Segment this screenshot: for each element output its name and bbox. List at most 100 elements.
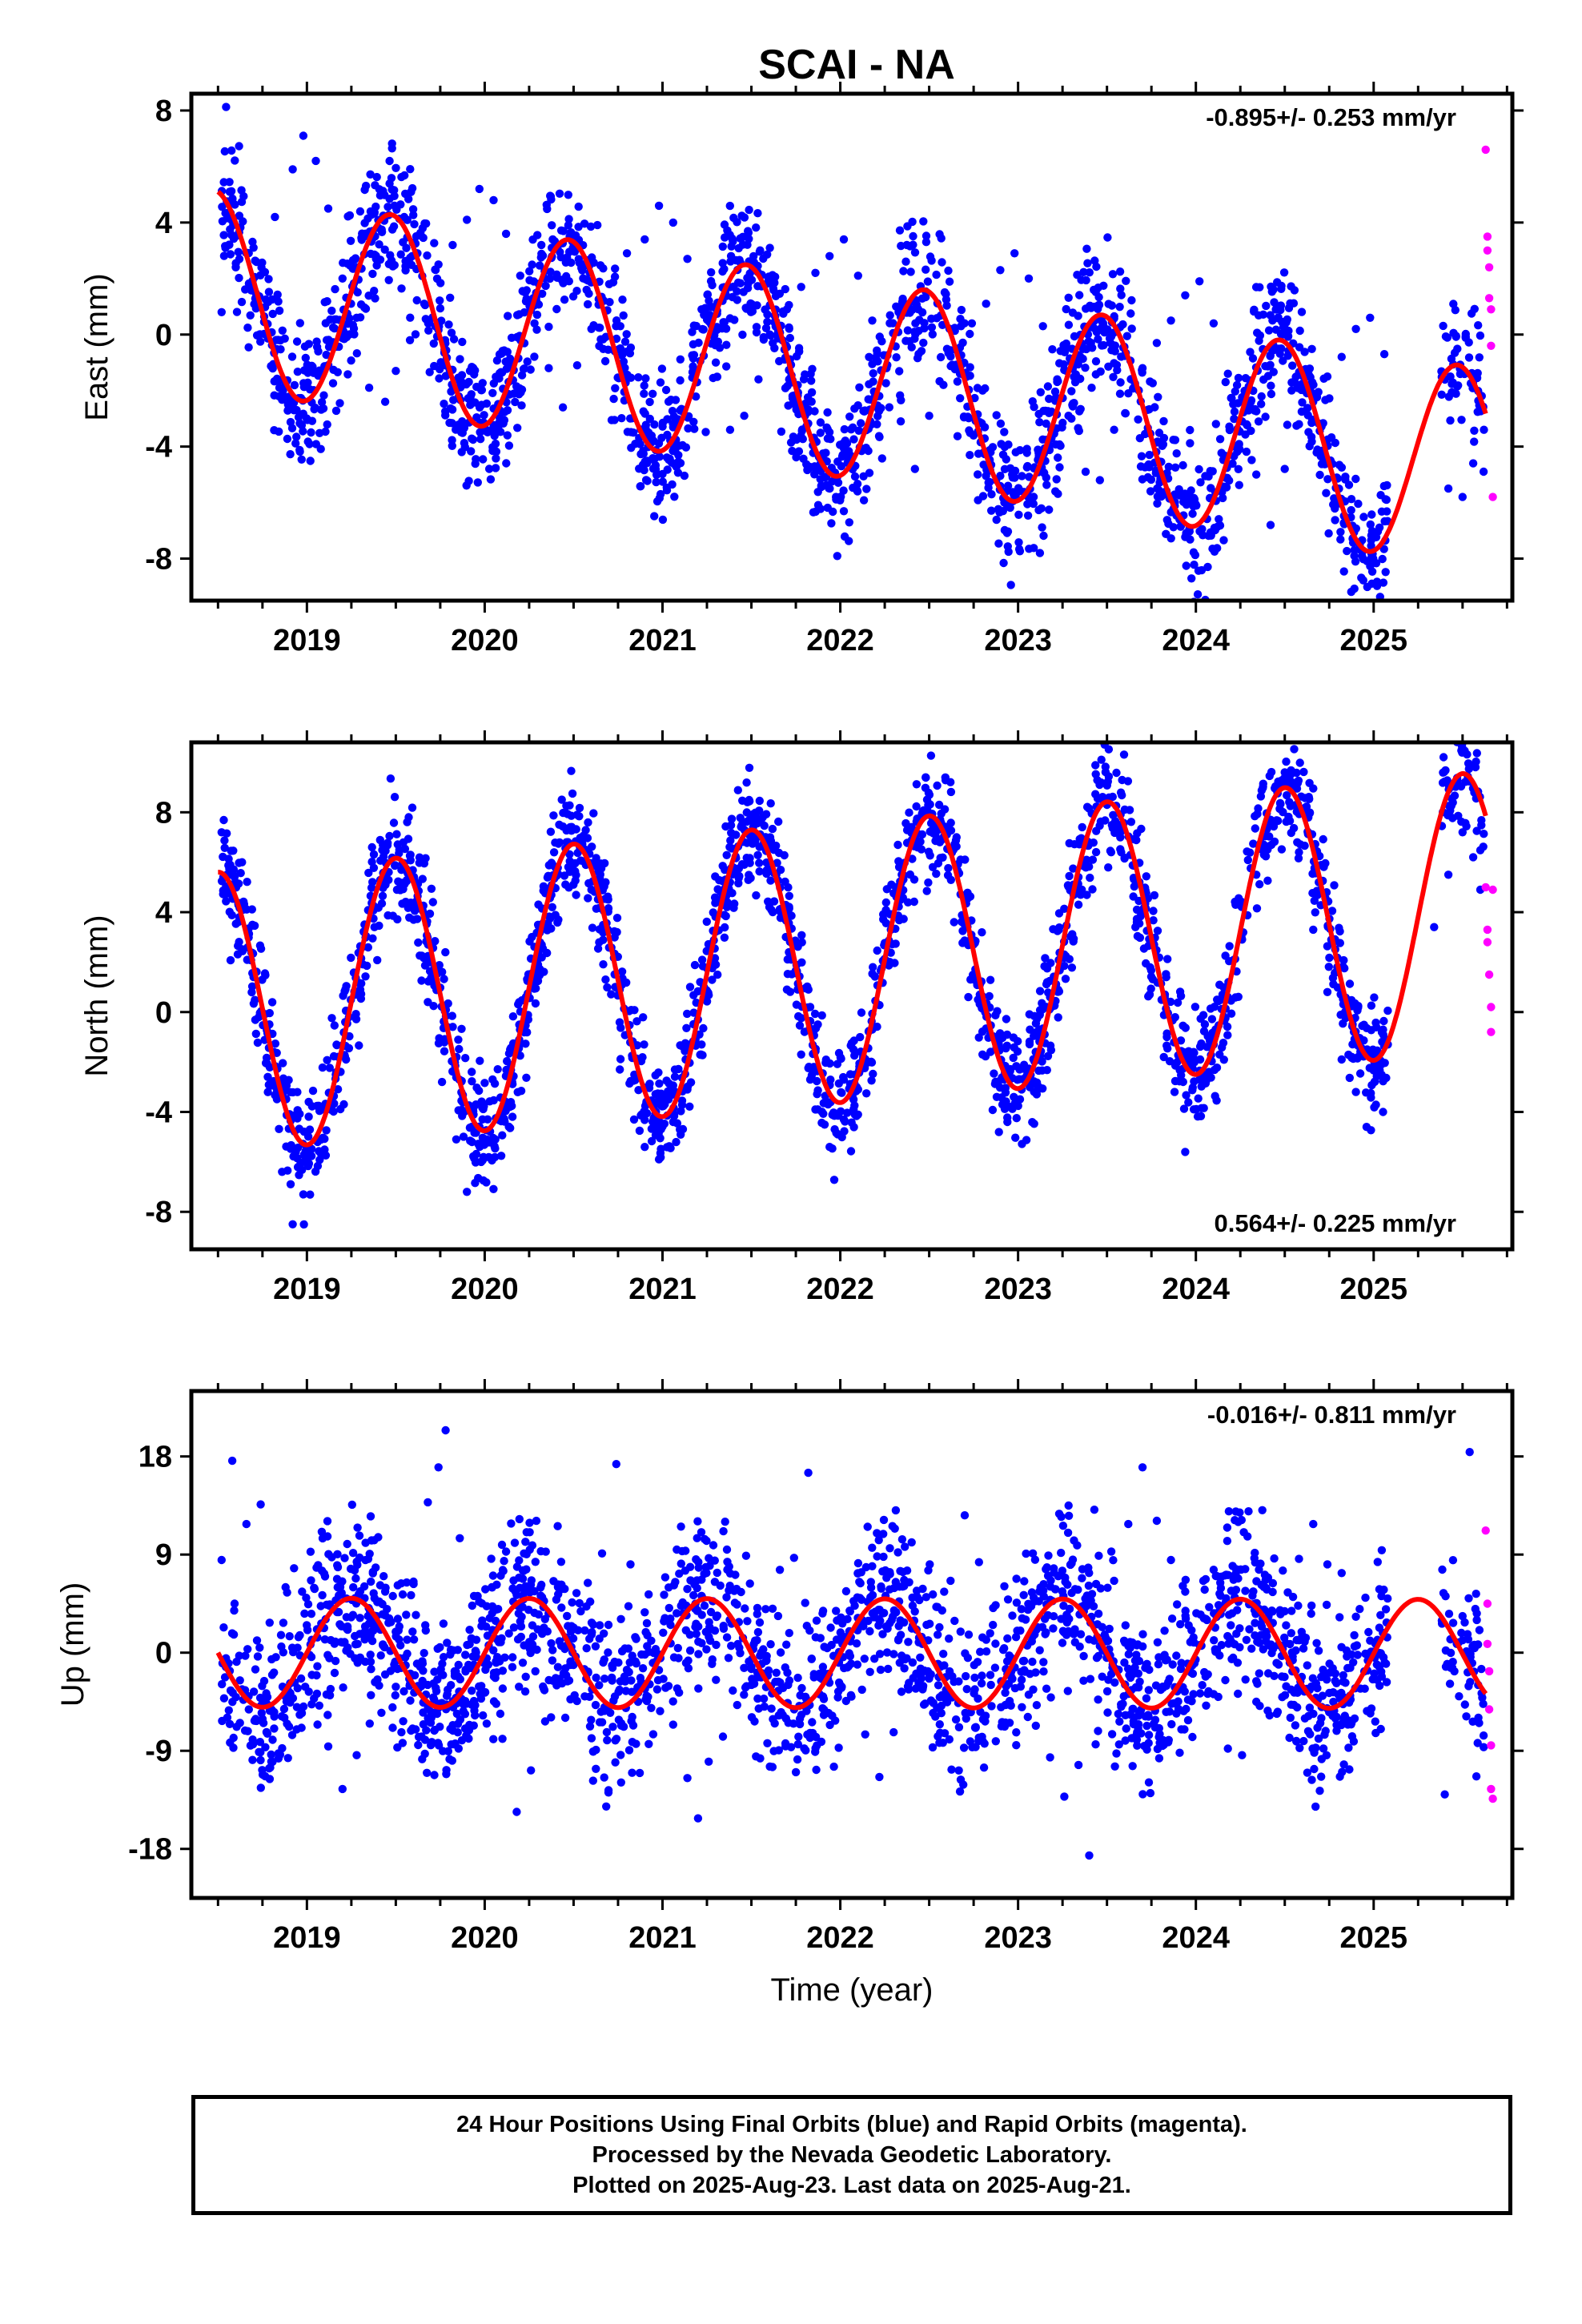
- final-orbit-point: [771, 272, 780, 281]
- final-orbit-point: [401, 256, 410, 266]
- final-orbit-point: [311, 1167, 320, 1176]
- final-orbit-point: [1002, 529, 1012, 537]
- final-orbit-point: [1382, 495, 1391, 505]
- final-orbit-point: [503, 406, 512, 415]
- final-orbit-point: [1023, 461, 1032, 471]
- final-orbit-point: [366, 249, 375, 259]
- final-orbit-point: [645, 397, 654, 407]
- final-orbit-point: [273, 290, 282, 300]
- final-orbit-point: [294, 412, 303, 422]
- final-orbit-point: [276, 345, 285, 354]
- final-orbit-point: [480, 411, 488, 420]
- final-orbit-point: [740, 412, 749, 420]
- final-orbit-point: [1179, 1104, 1189, 1113]
- final-orbit-points: [217, 742, 1488, 1229]
- final-orbit-point: [709, 908, 717, 917]
- final-orbit-point: [956, 855, 966, 864]
- final-orbit-point: [246, 311, 255, 320]
- final-orbit-point: [628, 1768, 636, 1777]
- final-orbit-point: [1134, 415, 1142, 424]
- final-orbit-point: [1213, 522, 1223, 531]
- final-orbit-point: [763, 250, 772, 259]
- final-orbit-point: [532, 310, 542, 320]
- final-orbit-point: [249, 999, 259, 1008]
- final-orbit-point: [328, 379, 338, 388]
- final-orbit-point: [1038, 1057, 1046, 1066]
- final-orbit-point: [464, 476, 473, 485]
- final-orbit-point: [1070, 332, 1079, 341]
- final-orbit-point: [1209, 319, 1219, 328]
- final-orbit-point: [244, 279, 254, 288]
- final-orbit-point: [807, 397, 816, 406]
- final-orbit-point: [1113, 366, 1122, 375]
- final-orbit-point: [417, 976, 426, 985]
- final-orbit-point: [1122, 332, 1132, 340]
- final-orbit-point: [488, 388, 497, 397]
- final-orbit-point: [939, 380, 948, 389]
- final-orbit-point: [1311, 1802, 1320, 1811]
- final-orbit-point: [1279, 774, 1289, 783]
- final-orbit-point: [389, 818, 399, 827]
- final-orbit-point: [489, 1184, 498, 1194]
- final-orbit-point: [651, 1071, 660, 1080]
- rapid-orbit-point: [1487, 305, 1496, 314]
- x-tick-label: 2024: [1162, 624, 1230, 657]
- final-orbit-point: [295, 319, 304, 328]
- final-orbit-point: [599, 335, 608, 344]
- final-orbit-point: [299, 1128, 309, 1136]
- final-orbit-point: [459, 1132, 468, 1141]
- final-orbit-point: [726, 257, 735, 266]
- final-orbit-point: [641, 420, 650, 429]
- final-orbit-point: [862, 485, 871, 493]
- final-orbit-point: [305, 440, 314, 448]
- final-orbit-point: [339, 335, 349, 344]
- final-orbit-point: [741, 1604, 749, 1613]
- final-orbit-point: [864, 395, 873, 404]
- final-orbit-point: [745, 269, 754, 278]
- final-orbit-point: [820, 472, 829, 482]
- final-orbit-point: [689, 362, 697, 371]
- final-orbit-point: [810, 1009, 820, 1019]
- final-orbit-point: [309, 368, 318, 377]
- final-orbit-point: [825, 1059, 834, 1068]
- final-orbit-point: [1054, 987, 1064, 996]
- final-orbit-point: [1287, 386, 1296, 395]
- final-orbit-point: [1086, 873, 1094, 883]
- final-orbit-point: [412, 231, 421, 241]
- final-orbit-point: [1351, 1088, 1360, 1096]
- final-orbit-point: [1276, 301, 1286, 310]
- final-orbit-point: [1467, 309, 1476, 318]
- final-orbit-point: [272, 374, 282, 384]
- final-orbit-point: [478, 379, 487, 388]
- final-orbit-point: [448, 441, 456, 450]
- final-orbit-point: [902, 240, 911, 250]
- final-orbit-point: [1142, 872, 1151, 881]
- rapid-orbit-point: [1481, 145, 1490, 155]
- final-orbit-point: [292, 337, 302, 346]
- final-orbit-point: [448, 405, 457, 414]
- final-orbit-point: [776, 866, 785, 875]
- final-orbit-point: [683, 1009, 692, 1019]
- final-orbit-point: [1286, 802, 1295, 810]
- final-orbit-point: [390, 186, 399, 195]
- final-orbit-point: [839, 507, 849, 516]
- final-orbit-point: [1091, 357, 1101, 366]
- final-orbit-point: [885, 403, 894, 412]
- final-orbit-point: [650, 420, 659, 429]
- final-orbit-point: [995, 508, 1004, 517]
- final-orbit-point: [1030, 1120, 1038, 1128]
- final-orbit-point: [1287, 1629, 1296, 1638]
- final-orbit-point: [604, 1620, 613, 1630]
- final-orbit-point: [323, 204, 333, 213]
- final-orbit-point: [592, 904, 600, 913]
- final-orbit-point: [1287, 282, 1295, 291]
- final-orbit-point: [1025, 472, 1034, 481]
- final-orbit-point: [707, 267, 716, 277]
- final-orbit-point: [705, 296, 713, 305]
- final-orbit-point: [908, 854, 917, 863]
- final-orbit-point: [236, 869, 245, 878]
- final-orbit-point: [473, 478, 482, 487]
- final-orbit-point: [556, 253, 565, 262]
- final-orbit-point: [1090, 256, 1099, 265]
